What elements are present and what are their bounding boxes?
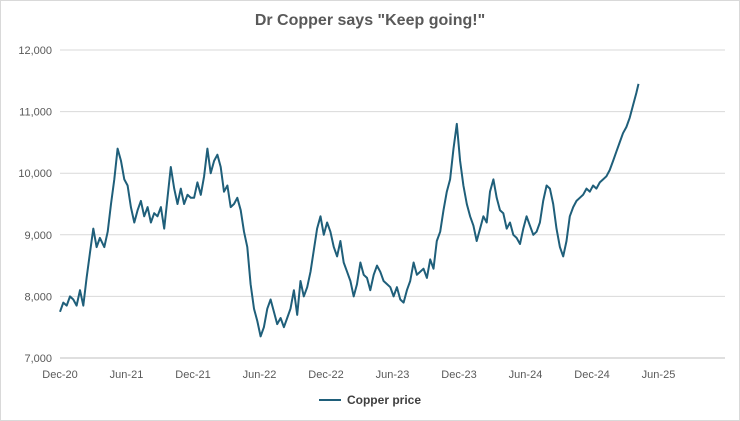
x-tick-label: Jun-21 [110, 369, 144, 381]
y-tick-label: 8,000 [24, 291, 52, 303]
y-tick-label: 7,000 [24, 353, 52, 365]
legend-label: Copper price [346, 393, 421, 407]
gridlines [60, 49, 725, 359]
legend-swatch [318, 399, 341, 401]
x-tick-label: Dec-22 [308, 369, 343, 381]
y-axis-ticks: 7,000 8,000 9,000 10,000 11,000 12,000 [18, 45, 52, 365]
series-layer [59, 83, 640, 338]
x-tick-label: Jun-25 [642, 369, 676, 381]
x-axis-ticks: Dec-20 Jun-21 Dec-21 Jun-22 Dec-22 Jun-23 Dec-… [42, 369, 675, 381]
x-tick-label: Dec-23 [441, 369, 476, 381]
x-tick-label: Jun-23 [376, 369, 410, 381]
series-line-copper-price [59, 83, 640, 338]
legend: Copper price [1, 393, 739, 407]
x-tick-label: Dec-21 [175, 369, 210, 381]
y-tick-label: 9,000 [24, 230, 52, 242]
chart-title: Dr Copper says "Keep going!" [254, 12, 486, 29]
x-tick-label: Dec-24 [574, 369, 609, 381]
x-tick-label: Jun-22 [243, 369, 277, 381]
x-tick-label: Jun-24 [509, 369, 543, 381]
y-tick-label: 10,000 [18, 168, 52, 180]
y-tick-label: 11,000 [19, 107, 52, 119]
x-tick-label: Dec-20 [42, 369, 77, 381]
y-tick-label: 12,000 [18, 45, 52, 57]
